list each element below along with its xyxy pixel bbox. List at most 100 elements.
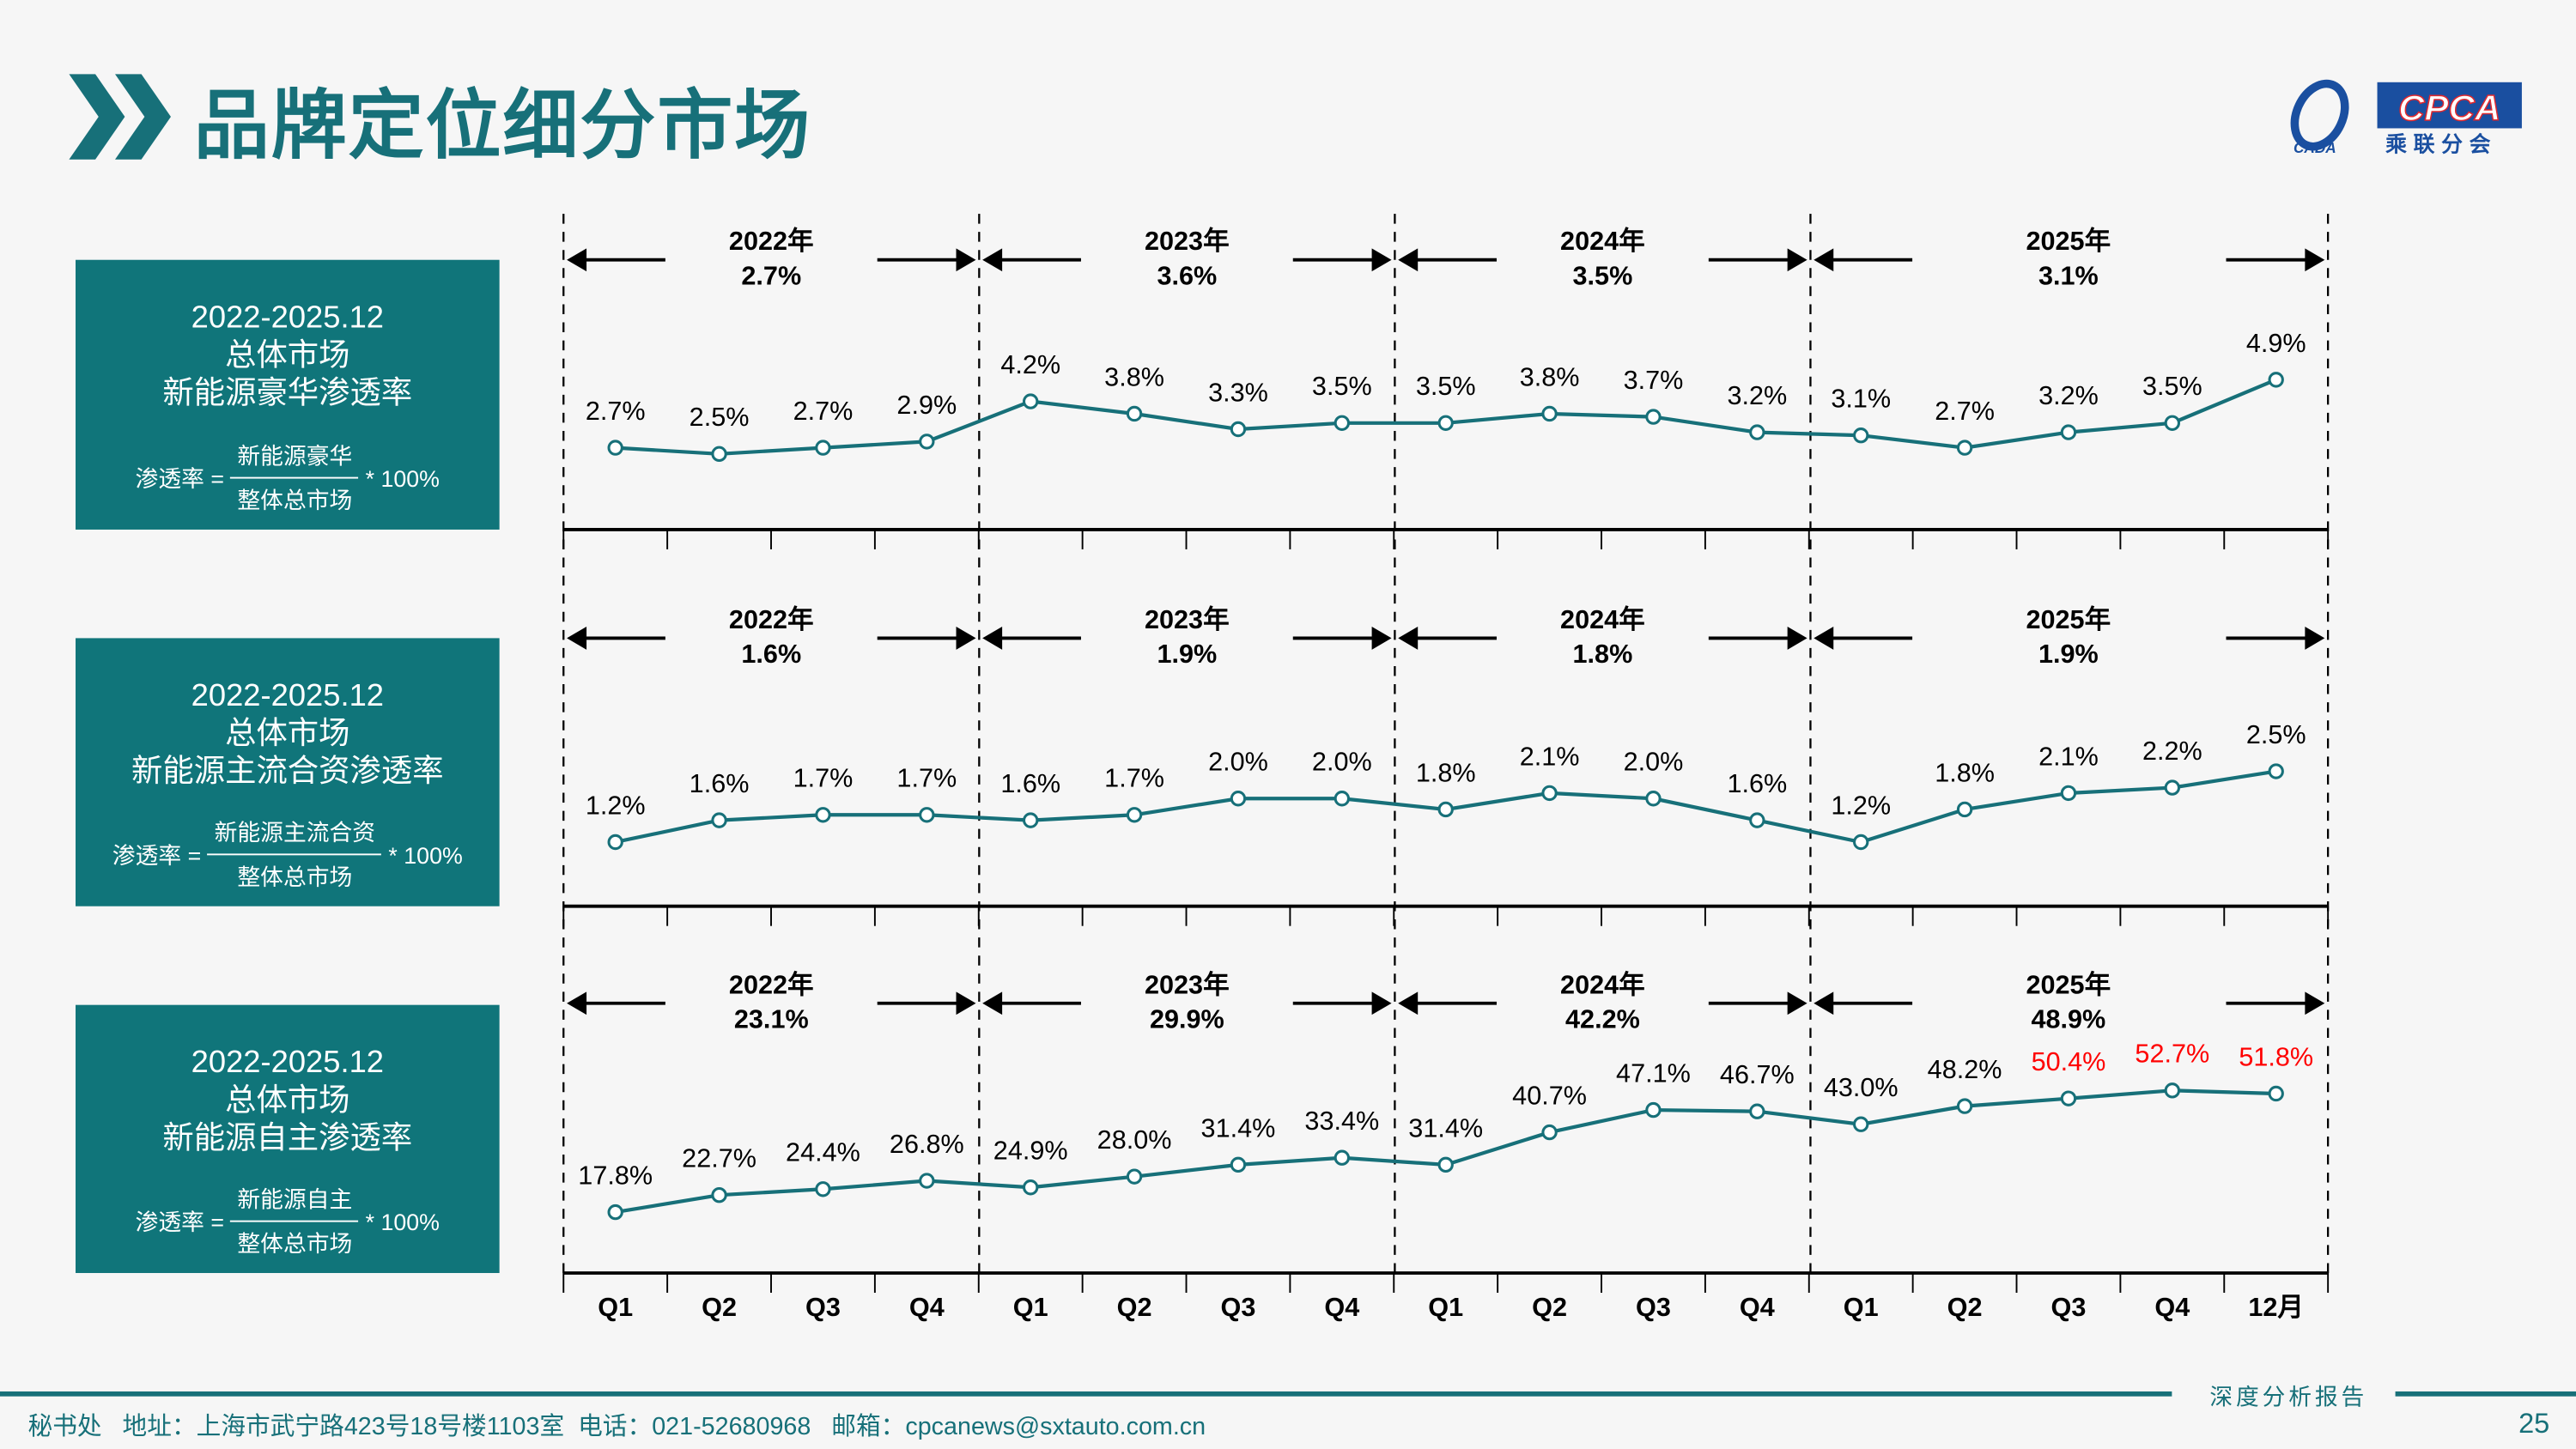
footer-address: 秘书处 地址：上海市武宁路423号18号楼1103室 电话：021-526809… bbox=[27, 1412, 1206, 1441]
data-point bbox=[2164, 1082, 2181, 1099]
data-label: 1.7% bbox=[1104, 764, 1164, 793]
year-label: 2024年 bbox=[1560, 970, 1645, 999]
data-label: 2.5% bbox=[2246, 720, 2306, 749]
arrow-left-head bbox=[1398, 991, 1419, 1016]
data-point bbox=[607, 1203, 623, 1221]
data-label: 1.2% bbox=[1831, 791, 1891, 820]
data-point bbox=[919, 807, 935, 823]
data-point bbox=[607, 440, 623, 456]
arrow-right-head bbox=[956, 626, 976, 650]
data-point bbox=[815, 807, 831, 823]
data-point bbox=[1023, 393, 1039, 409]
data-label: 2.2% bbox=[2142, 737, 2202, 766]
data-point bbox=[1437, 801, 1454, 818]
page-title: 品牌定位细分市场 bbox=[193, 82, 812, 168]
data-label: 2.5% bbox=[690, 403, 750, 432]
data-label: 31.4% bbox=[1408, 1113, 1483, 1143]
arrow-left-head bbox=[1814, 248, 1834, 272]
data-label: 1.6% bbox=[1727, 769, 1787, 798]
data-label: 24.4% bbox=[786, 1138, 860, 1167]
arrow-right-head bbox=[2305, 248, 2325, 272]
data-point bbox=[1230, 791, 1247, 807]
year-label: 2022年 bbox=[729, 227, 814, 256]
data-point bbox=[1956, 440, 1973, 456]
panel-period: 2022-2025.12 bbox=[191, 1046, 385, 1081]
data-point bbox=[1230, 421, 1247, 438]
data-label: 2.7% bbox=[793, 397, 854, 426]
data-label: 4.9% bbox=[2246, 329, 2306, 358]
data-point bbox=[2268, 1085, 2284, 1102]
arrow-left-head bbox=[567, 248, 587, 272]
svg-text:CADA: CADA bbox=[2293, 139, 2336, 156]
data-label: 3.8% bbox=[1104, 362, 1164, 391]
footer-tag: 深度分析报告 bbox=[2209, 1385, 2368, 1411]
year-label: 2023年 bbox=[1145, 970, 1230, 999]
data-point bbox=[2060, 424, 2077, 440]
series-line bbox=[615, 1088, 2276, 1215]
formula-lhs: 渗透率 = bbox=[112, 841, 202, 868]
data-label: 2.7% bbox=[1935, 397, 1995, 426]
year-average-label: 42.2% bbox=[1565, 1004, 1640, 1034]
data-point bbox=[1334, 791, 1351, 807]
data-label: 1.7% bbox=[793, 764, 854, 793]
panel-metric: 新能源自主渗透率 bbox=[162, 1121, 413, 1156]
data-point bbox=[1749, 812, 1765, 828]
data-point bbox=[1437, 415, 1454, 431]
x-tick-label: Q4 bbox=[2154, 1293, 2190, 1322]
formula-numerator: 新能源豪华 bbox=[230, 440, 359, 479]
data-label: 2.0% bbox=[1312, 748, 1372, 777]
year-average-label: 3.1% bbox=[2038, 261, 2099, 290]
data-label: 1.6% bbox=[1000, 769, 1060, 798]
x-tick-label: Q1 bbox=[1844, 1293, 1879, 1322]
panel-metric: 新能源豪华渗透率 bbox=[162, 376, 413, 411]
arrow-left-head bbox=[1398, 626, 1419, 650]
x-tick-label: Q2 bbox=[702, 1293, 737, 1322]
arrow-left-head bbox=[567, 991, 587, 1016]
data-point bbox=[1437, 1156, 1454, 1173]
x-tick-label: Q1 bbox=[598, 1293, 633, 1322]
data-label: 2.1% bbox=[1520, 742, 1580, 771]
data-label: 2.7% bbox=[586, 397, 646, 426]
panel-period: 2022-2025.12 bbox=[191, 300, 385, 336]
formula: 渗透率 = 新能源主流合资 整体总市场 * 100% bbox=[76, 815, 500, 893]
x-tick-label: Q4 bbox=[909, 1293, 945, 1322]
data-point bbox=[1126, 807, 1143, 823]
year-label: 2025年 bbox=[2026, 970, 2111, 999]
data-label: 3.5% bbox=[1312, 372, 1372, 401]
year-average-label: 3.5% bbox=[1573, 261, 1633, 290]
data-label: 3.2% bbox=[2038, 381, 2099, 410]
data-point bbox=[2164, 415, 2181, 431]
arrow-right-head bbox=[956, 248, 976, 272]
arrow-left-head bbox=[982, 626, 1003, 650]
year-label: 2022年 bbox=[729, 970, 814, 999]
data-point bbox=[1853, 427, 1869, 444]
formula-denominator: 整体总市场 bbox=[237, 1230, 353, 1257]
data-label: 3.5% bbox=[1416, 372, 1476, 401]
x-tick-label: Q2 bbox=[1947, 1293, 1983, 1322]
formula-denominator: 整体总市场 bbox=[237, 487, 353, 513]
x-tick-label: Q4 bbox=[1324, 1293, 1359, 1322]
data-label: 1.6% bbox=[690, 769, 750, 798]
x-tick-label: Q3 bbox=[1636, 1293, 1671, 1322]
year-average-label: 1.6% bbox=[741, 640, 801, 669]
x-tick-label: Q1 bbox=[1013, 1293, 1048, 1322]
panel-market: 总体市场 bbox=[225, 717, 350, 752]
arrow-right-head bbox=[1787, 626, 1807, 650]
formula-rhs: * 100% bbox=[365, 464, 440, 491]
chevron-double-icon bbox=[69, 74, 171, 160]
data-label: 2.1% bbox=[2038, 742, 2099, 771]
formula: 渗透率 = 新能源自主 整体总市场 * 100% bbox=[76, 1183, 500, 1260]
data-point bbox=[1853, 1116, 1869, 1132]
data-point bbox=[1645, 791, 1662, 807]
arrow-right-head bbox=[1371, 991, 1392, 1016]
x-tick-label: 12月 bbox=[2248, 1293, 2304, 1322]
data-point bbox=[2060, 785, 2077, 802]
formula-lhs: 渗透率 = bbox=[135, 464, 225, 491]
arrow-left-head bbox=[567, 626, 587, 650]
arrow-right-head bbox=[2305, 991, 2325, 1016]
data-label: 31.4% bbox=[1201, 1113, 1276, 1143]
data-point bbox=[1334, 415, 1351, 431]
footer-divider bbox=[0, 1391, 2172, 1397]
formula-rhs: * 100% bbox=[365, 1208, 440, 1234]
